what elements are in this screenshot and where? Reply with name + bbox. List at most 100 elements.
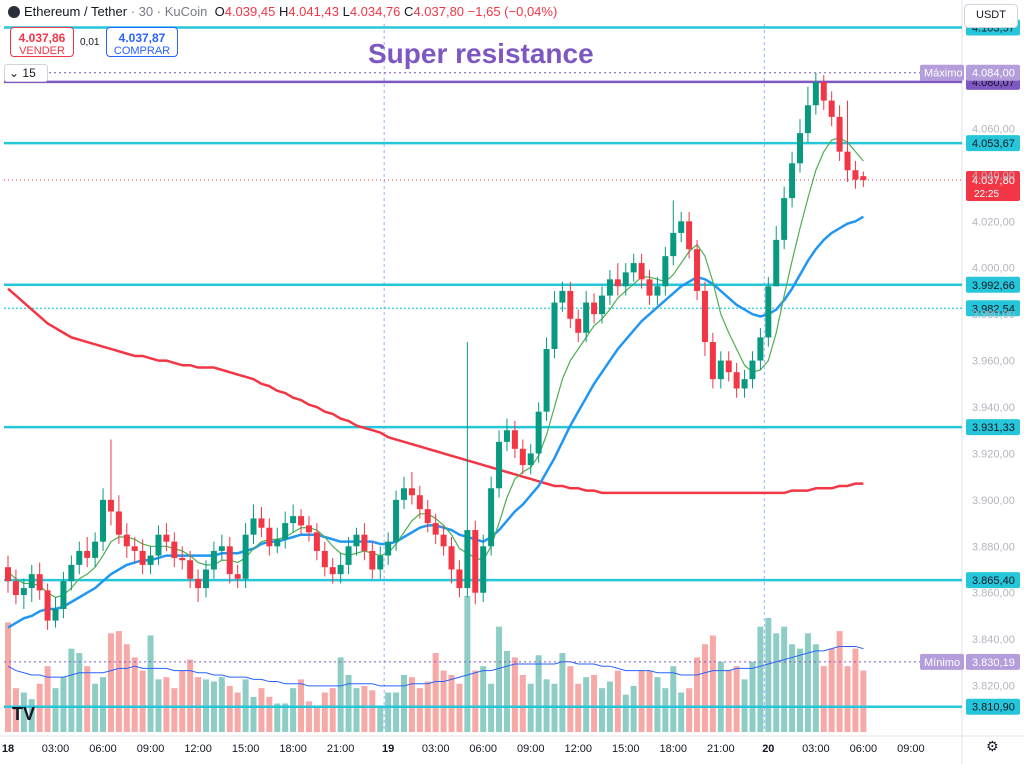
candle-body: [321, 550, 328, 568]
volume-bar: [84, 666, 91, 732]
buy-button[interactable]: 4.037,87 COMPRAR: [106, 27, 178, 57]
candle: [448, 537, 455, 584]
currency-selector[interactable]: USDT: [964, 4, 1018, 28]
time-tick-label: 09:00: [137, 743, 165, 755]
candle: [100, 488, 107, 551]
candle: [179, 546, 186, 570]
volume-bar: [701, 644, 708, 732]
candle: [638, 253, 645, 289]
volume-bar: [717, 661, 724, 732]
time-tick-label: 06:00: [469, 743, 497, 755]
min-value: 3.830,19: [972, 657, 1015, 669]
candle: [614, 263, 621, 296]
candle: [28, 564, 35, 603]
horizontal-levels: 4.103,574.080,074.053,673.992,663.982,54…: [4, 19, 1020, 715]
buy-label: COMPRAR: [113, 45, 171, 57]
candle-body: [678, 221, 685, 233]
candle: [321, 541, 328, 577]
candle: [662, 246, 669, 296]
candle: [511, 420, 518, 459]
candle: [12, 569, 19, 605]
candle: [5, 555, 11, 593]
candle-body: [836, 116, 843, 152]
volume-bar: [630, 685, 637, 732]
volume-bar: [187, 659, 194, 732]
max-tag: Máximo: [924, 68, 963, 80]
candle-body: [123, 534, 130, 547]
spread-value: 0,01: [80, 37, 100, 48]
candle-body: [638, 263, 645, 280]
candle: [797, 119, 803, 173]
candle: [242, 523, 249, 589]
last-price-label: 4.037,80: [972, 175, 1015, 187]
level-label: 3.931,33: [972, 422, 1015, 434]
candle-body: [535, 411, 542, 454]
candle-body: [155, 534, 162, 556]
price-tick-label: 4.040,00: [972, 170, 1015, 182]
candle-body: [242, 534, 249, 579]
candle: [210, 541, 217, 579]
candle-body: [860, 176, 867, 180]
time-tick-label: 21:00: [327, 743, 355, 755]
candle-body: [76, 550, 83, 565]
symbol-name[interactable]: Ethereum / Tether: [24, 4, 128, 19]
interval-selector[interactable]: ⌄ 15: [4, 64, 48, 82]
candle-body: [107, 499, 114, 512]
candle: [337, 553, 344, 584]
volume-bar: [305, 701, 312, 732]
volume-bar: [20, 692, 27, 732]
candle-body: [432, 523, 439, 535]
candle: [606, 270, 613, 305]
candle-body: [749, 360, 756, 380]
candle: [408, 472, 415, 505]
volume-bar: [852, 648, 859, 732]
level-label: 3.992,66: [972, 280, 1015, 292]
candle-body: [115, 511, 122, 535]
candle: [535, 402, 542, 463]
candle-body: [44, 590, 51, 621]
candle: [496, 430, 503, 498]
candle-body: [733, 372, 740, 389]
volume-bar: [321, 692, 328, 732]
candle-body: [377, 555, 384, 570]
candle-body: [614, 279, 621, 287]
volume-ma-line: [7, 645, 864, 687]
volume-bar: [353, 688, 360, 732]
volume-bar: [709, 635, 716, 732]
volume-bar: [472, 670, 479, 732]
candle: [757, 328, 764, 370]
candle: [709, 332, 716, 389]
price-tick-label: 3.840,00: [972, 634, 1015, 646]
candle: [298, 509, 305, 535]
axis-labels: 3.820,00 3.840,00 3.860,00 3.880,00 3.900,00…: [2, 123, 1015, 755]
candle-body: [591, 302, 598, 315]
candle-body: [298, 516, 305, 526]
candle-body: [369, 550, 376, 570]
candle-body: [717, 360, 724, 380]
candle: [781, 186, 788, 250]
candle-body: [226, 546, 233, 575]
candle: [60, 571, 67, 619]
chart-annotation[interactable]: Super resistance: [368, 38, 594, 69]
interval: 30: [138, 4, 154, 19]
countdown-label: 22:25: [974, 189, 999, 200]
min-value-bg: [966, 653, 1020, 670]
candle-body: [670, 232, 677, 257]
candle: [115, 495, 122, 544]
volume-bar: [195, 677, 202, 732]
volume-bar: [464, 596, 471, 732]
candle-body: [171, 541, 178, 558]
candle: [725, 351, 732, 382]
ma-mid-line: [7, 215, 864, 629]
price-tick-label: 3.960,00: [972, 356, 1015, 368]
sell-button[interactable]: 4.037,86 VENDER: [10, 27, 74, 57]
candle-body: [12, 581, 19, 596]
volume-bar: [503, 650, 510, 732]
candle: [274, 527, 281, 554]
volume-bar: [511, 657, 518, 732]
candle: [717, 351, 724, 389]
candle: [860, 171, 867, 188]
gear-icon[interactable]: ⚙: [986, 738, 999, 754]
price-tick-label: 3.920,00: [972, 448, 1015, 460]
